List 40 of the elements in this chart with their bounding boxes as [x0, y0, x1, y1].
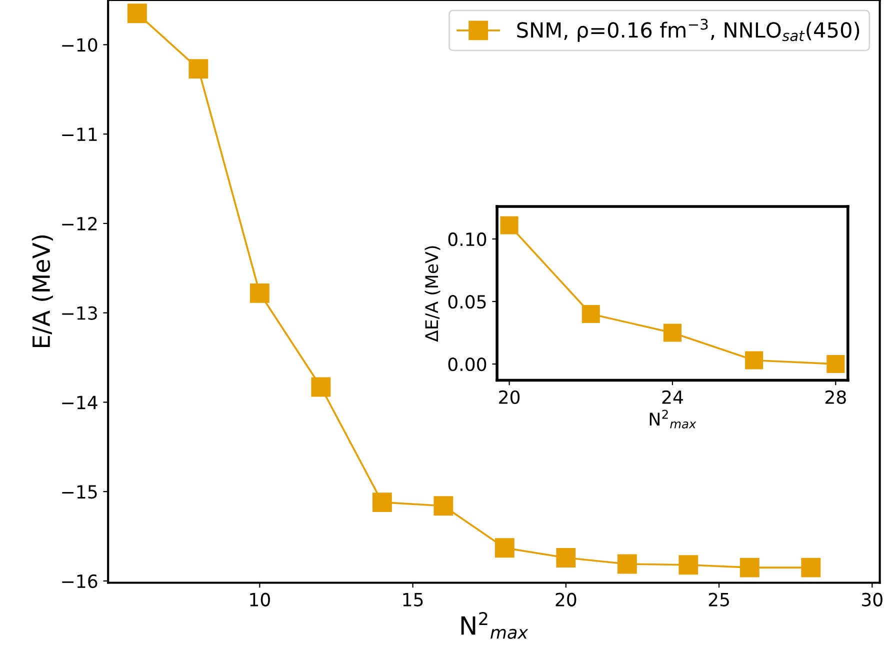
point [372, 492, 392, 512]
point [127, 4, 147, 24]
y-tick-label: 0.10 [448, 232, 486, 246]
y-tick-label: −10 [62, 38, 98, 52]
x-tick-label: 20 [556, 592, 576, 606]
y-tick-label: −13 [62, 306, 97, 320]
y-tick-label: −15 [62, 485, 97, 499]
point [250, 283, 270, 303]
point [188, 59, 208, 79]
point [582, 304, 600, 324]
point [745, 351, 764, 370]
point [494, 538, 514, 558]
x-axis-title: N$^{2}$$_{max}$ [650, 410, 696, 428]
x-tick-label: 30 [862, 592, 882, 606]
point [500, 216, 518, 234]
x-tick-label: 15 [403, 593, 423, 606]
x-axis-title: N$^{2}$$_{max}$ [461, 612, 528, 639]
point [801, 558, 821, 578]
point [556, 548, 576, 568]
point [617, 554, 637, 574]
y-tick-label: −11 [62, 128, 97, 141]
point [663, 324, 682, 342]
legend-label: SNM, ρ=0.16 fm$^{−3}$, NNLO$_{sat}$(450) [517, 18, 860, 42]
point [311, 377, 331, 397]
y-axis-title: E/A (MeV) [32, 235, 53, 348]
x-tick-label: 28 [826, 390, 846, 404]
x-tick-label: 20 [499, 390, 520, 404]
y-tick-label: 0.05 [448, 294, 486, 309]
y-tick-label: −16 [62, 574, 98, 588]
y-tick-label: 0.00 [448, 357, 486, 372]
x-tick-label: 25 [708, 592, 729, 606]
x-tick-label: 10 [250, 592, 270, 606]
y-tick-label: −12 [62, 216, 97, 230]
point [740, 558, 760, 578]
point [678, 555, 698, 575]
y-axis-title: ΔE/A (MeV) [424, 246, 440, 342]
point [826, 355, 845, 374]
point [434, 496, 454, 516]
x-tick-label: 24 [662, 390, 683, 404]
y-tick-label: −14 [62, 396, 98, 410]
